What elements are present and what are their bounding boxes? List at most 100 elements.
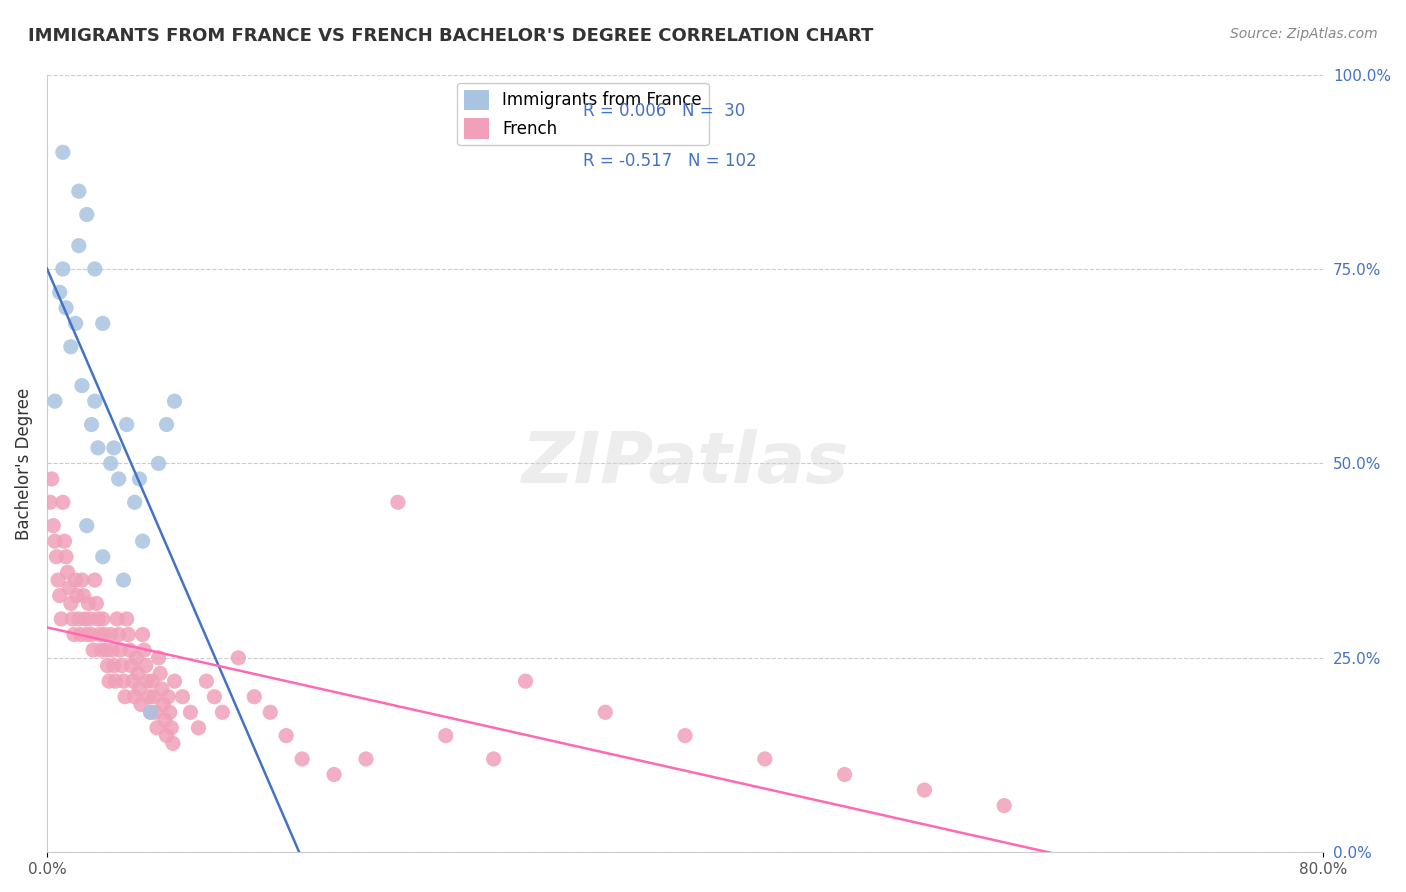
Y-axis label: Bachelor's Degree: Bachelor's Degree [15,387,32,540]
Point [75,612,97,626]
Point [45,549,67,564]
Point [87,441,110,455]
Point [138,690,160,704]
Point [912,783,935,797]
Point [673,729,696,743]
Point [211,706,233,720]
Point [96,658,118,673]
Point [259,706,281,720]
Point [162,736,184,750]
Point [157,690,180,704]
Point [51,612,73,626]
Text: R = 0.006   N =  30: R = 0.006 N = 30 [583,102,745,120]
Point [515,674,537,689]
Point [136,674,159,689]
Point [125,650,148,665]
Point [83,573,105,587]
Text: IMMIGRANTS FROM FRANCE VS FRENCH BACHELOR'S DEGREE CORRELATION CHART: IMMIGRANTS FROM FRANCE VS FRENCH BACHELO… [28,27,873,45]
Point [65,573,87,587]
Point [187,721,209,735]
Point [67,612,90,626]
Point [160,721,183,735]
Point [163,394,186,409]
Text: Source: ZipAtlas.com: Source: ZipAtlas.com [1230,27,1378,41]
Point [89,627,111,641]
Point [127,666,149,681]
Point [115,417,138,432]
Point [59,340,82,354]
Point [195,674,218,689]
Text: R = -0.517   N = 102: R = -0.517 N = 102 [583,153,756,170]
Point [107,627,129,641]
Point [993,798,1015,813]
Point [44,534,66,549]
Point [83,394,105,409]
Point [139,706,162,720]
Point [163,674,186,689]
Point [39,495,62,509]
Point [77,596,100,610]
Point [100,627,122,641]
Point [70,378,93,392]
Text: ZIPatlas: ZIPatlas [522,429,849,498]
Point [112,674,135,689]
Point [55,301,77,315]
Point [52,145,75,160]
Point [179,706,201,720]
Point [754,752,776,766]
Point [112,573,135,587]
Point [228,650,250,665]
Point [152,698,174,712]
Point [110,643,132,657]
Point [131,534,153,549]
Point [83,262,105,277]
Point [82,643,104,657]
Point [139,706,162,720]
Point [291,752,314,766]
Point [76,207,98,221]
Point [145,706,167,720]
Point [155,417,177,432]
Point [131,627,153,641]
Point [148,457,170,471]
Point [48,285,70,300]
Point [118,643,141,657]
Point [44,394,66,409]
Point [72,589,94,603]
Point [135,658,157,673]
Point [124,495,146,509]
Point [69,627,91,641]
Point [66,589,89,603]
Point [53,534,76,549]
Legend: Immigrants from France, French: Immigrants from France, French [457,83,709,145]
Point [142,690,165,704]
Point [103,658,125,673]
Point [120,658,142,673]
Point [80,417,103,432]
Point [93,627,115,641]
Point [115,612,138,626]
Point [100,457,122,471]
Point [172,690,194,704]
Point [87,612,110,626]
Point [67,238,90,252]
Point [482,752,505,766]
Point [114,690,136,704]
Point [595,706,617,720]
Point [146,721,169,735]
Point [70,573,93,587]
Point [46,573,69,587]
Point [59,596,82,610]
Point [243,690,266,704]
Point [202,690,225,704]
Point [94,643,117,657]
Point [150,681,173,696]
Point [62,612,84,626]
Point [56,566,79,580]
Point [153,713,176,727]
Point [149,666,172,681]
Point [79,612,101,626]
Point [354,752,377,766]
Point [90,643,112,657]
Point [86,596,108,610]
